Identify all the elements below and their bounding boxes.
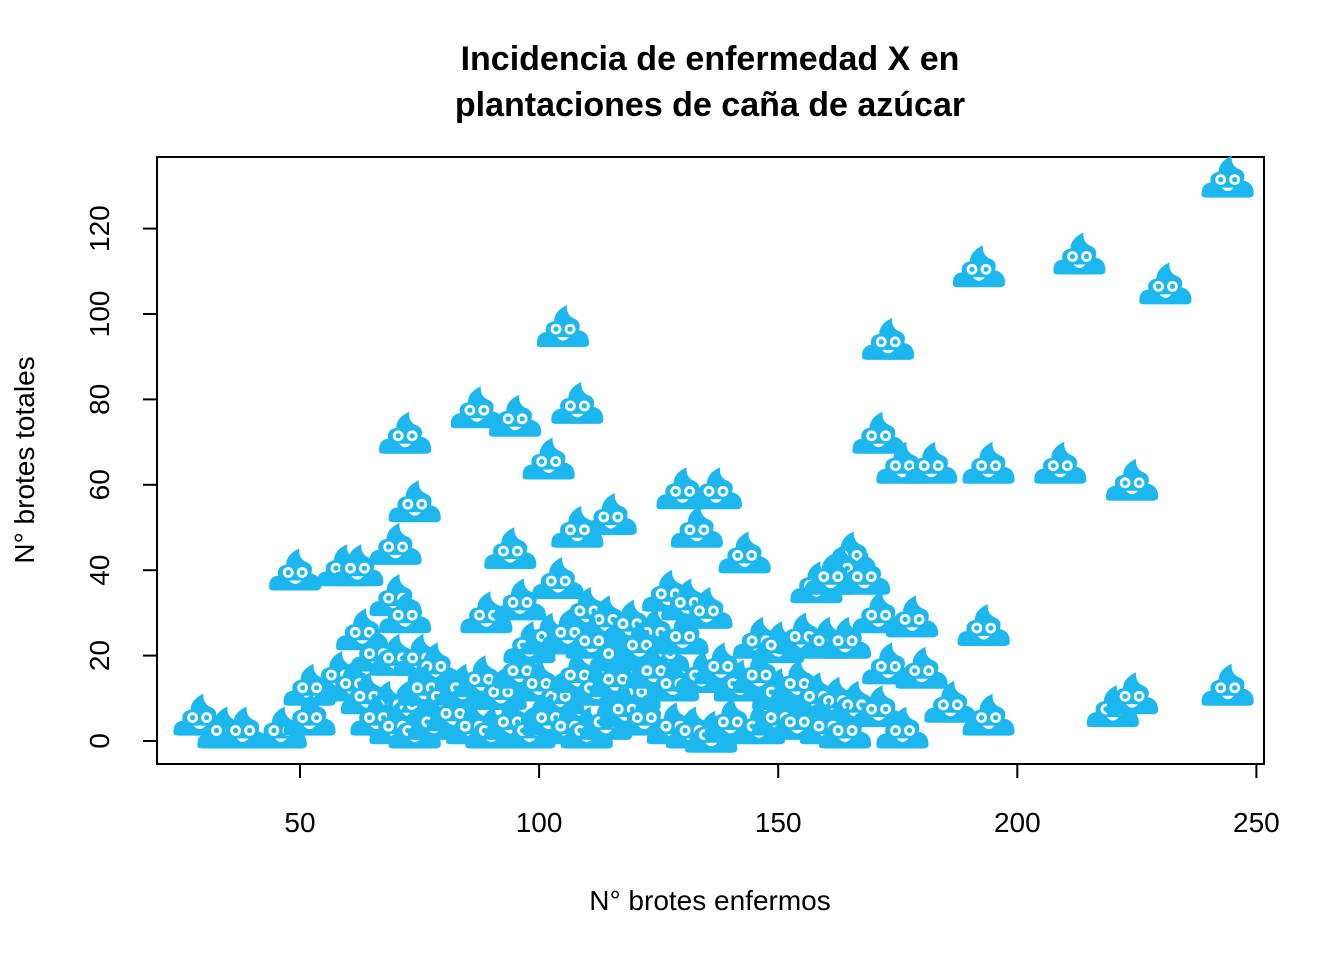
data-point (670, 505, 723, 548)
data-point (1106, 458, 1159, 501)
y-tick-label: 40 (84, 555, 115, 586)
x-axis-label: N° brotes enfermos (589, 885, 831, 916)
data-point (379, 411, 432, 454)
data-point (862, 317, 915, 360)
y-tick-label: 0 (84, 733, 115, 749)
data-point (484, 527, 537, 570)
y-tick-label: 100 (84, 291, 115, 338)
y-tick-label: 20 (84, 640, 115, 671)
data-point (532, 557, 585, 599)
data-point (852, 411, 905, 454)
data-points (173, 155, 1254, 753)
data-point (1139, 262, 1192, 305)
data-point (450, 386, 503, 429)
x-tick-label: 250 (1233, 807, 1280, 838)
data-point (269, 548, 322, 591)
data-point (536, 305, 589, 348)
y-axis-label: N° brotes totales (9, 356, 40, 563)
data-point (1201, 155, 1254, 198)
data-point (962, 441, 1015, 484)
data-point (718, 531, 771, 574)
data-point (1053, 232, 1106, 275)
y-tick-label: 60 (84, 469, 115, 500)
y-tick-label: 120 (84, 205, 115, 252)
chart-title-line-1: Incidencia de enfermedad X en (461, 40, 960, 78)
x-tick-label: 150 (755, 807, 802, 838)
data-point (1201, 663, 1254, 706)
x-tick-label: 50 (284, 807, 315, 838)
data-point (957, 604, 1010, 646)
data-point (522, 437, 575, 480)
data-point (1034, 441, 1087, 484)
data-point (369, 522, 422, 565)
chart-title-line-2: plantaciones de caña de azúcar (455, 86, 965, 124)
x-tick-label: 200 (994, 807, 1041, 838)
x-axis: 50 100 150 200 250 (284, 763, 1280, 838)
data-point (551, 381, 604, 424)
y-axis: 0 20 40 60 80 100 120 (84, 205, 158, 749)
y-tick-label: 80 (84, 384, 115, 415)
data-point (952, 245, 1005, 288)
x-tick-label: 100 (516, 807, 563, 838)
data-point (388, 480, 441, 523)
